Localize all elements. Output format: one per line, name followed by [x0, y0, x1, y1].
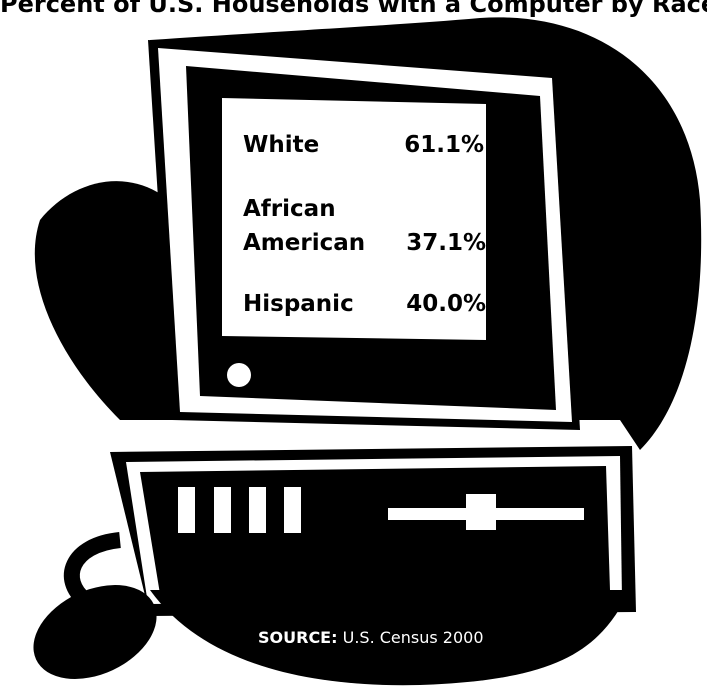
mouse: [33, 585, 157, 679]
row-label-white: White: [243, 132, 320, 158]
source-note: SOURCE: U.S. Census 2000: [258, 628, 484, 647]
vent-bar-2: [214, 487, 231, 533]
source-text: U.S. Census 2000: [342, 628, 484, 647]
power-button-icon: [227, 363, 251, 387]
row-value-white: 61.1%: [404, 132, 484, 158]
chart-title: Percent of U.S. Households with a Comput…: [0, 0, 707, 18]
row-label-hispanic: Hispanic: [243, 291, 354, 317]
monitor-screen: [222, 98, 486, 340]
source-label: SOURCE:: [258, 628, 338, 647]
base-blob: [150, 590, 630, 686]
computer-case-inner: [140, 466, 610, 594]
background-blob-left: [34, 181, 201, 420]
mouse-cable: [63, 532, 122, 607]
vent-bar-1: [178, 487, 195, 533]
drive-slider: [466, 494, 496, 530]
vent-bar-3: [249, 487, 266, 533]
vent-bar-4: [284, 487, 301, 533]
row-label-african-american: African American: [243, 192, 393, 260]
row-value-hispanic: 40.0%: [406, 291, 486, 317]
row-label-african-american-text: African American: [243, 196, 366, 256]
row-value-african-american: 37.1%: [406, 230, 486, 256]
